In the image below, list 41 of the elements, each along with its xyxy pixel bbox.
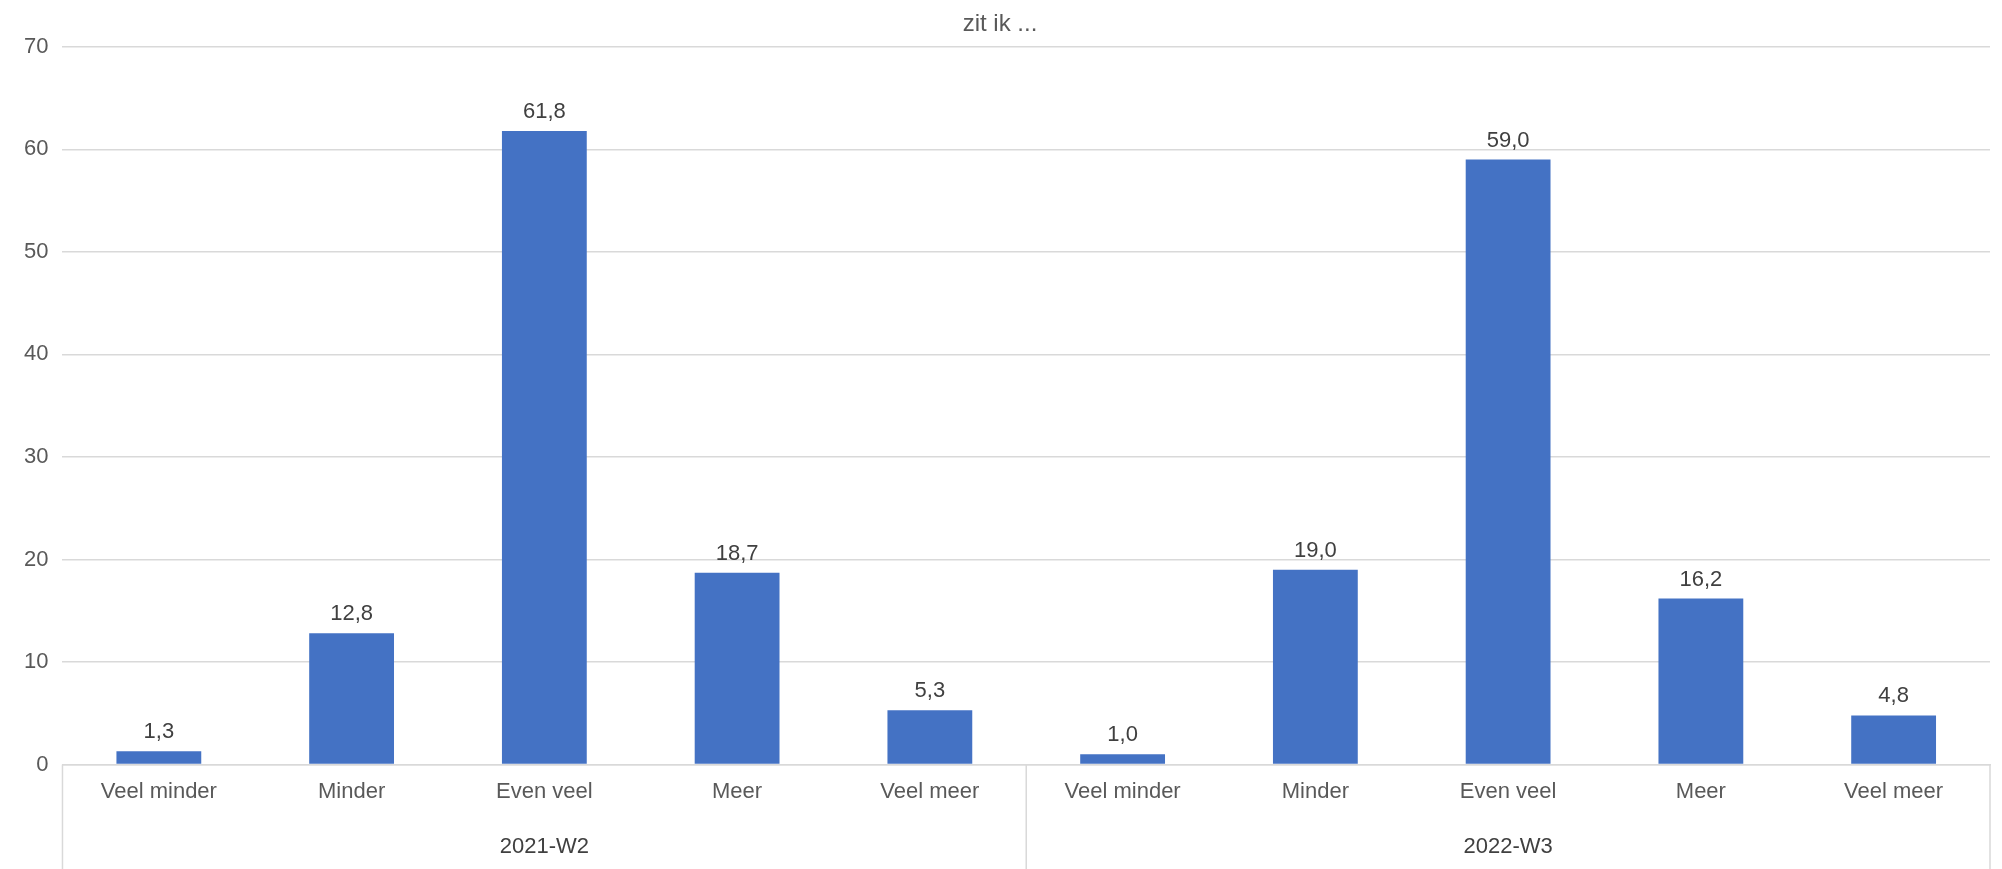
bar (1080, 754, 1166, 764)
x-tick-label: Meer (712, 777, 763, 803)
data-label: 5,3 (914, 677, 946, 703)
data-label: 18,7 (715, 539, 759, 565)
data-label: 1,0 (1107, 721, 1138, 747)
y-tick-label: 40 (23, 340, 49, 366)
bar (116, 751, 202, 764)
bar (309, 633, 395, 764)
x-tick-label: Veel minder (100, 777, 217, 803)
x-tick-label: Veel meer (880, 777, 980, 803)
data-label: 4,8 (1878, 682, 1909, 708)
bar (501, 130, 587, 764)
y-tick-label: 70 (23, 32, 49, 58)
y-tick-label: 0 (36, 750, 49, 776)
bar (1658, 598, 1744, 764)
x-tick-label: Minder (1281, 777, 1349, 803)
x-tick-label: Veel minder (1064, 777, 1181, 803)
x-tick-label: Minder (317, 777, 386, 803)
y-tick-label: 50 (23, 237, 49, 263)
bar (1851, 715, 1937, 764)
chart-title: zit ik ... (962, 9, 1038, 37)
x-tick-label: Even veel (496, 777, 593, 803)
data-label: 16,2 (1679, 565, 1723, 591)
data-label: 1,3 (143, 718, 175, 744)
bar (1272, 569, 1358, 764)
y-tick-label: 60 (23, 135, 49, 161)
bar (1465, 159, 1551, 764)
data-label: 59,0 (1486, 126, 1530, 152)
y-tick-label: 10 (23, 648, 49, 674)
text: 2022-W3 (1463, 833, 1553, 859)
x-tick-label: Meer (1675, 777, 1726, 803)
y-tick-label: 20 (23, 545, 49, 571)
data-label: 12,8 (330, 600, 374, 626)
bar (694, 572, 780, 764)
x-tick-label: Even veel (1459, 777, 1557, 803)
data-label: 19,0 (1293, 536, 1337, 562)
y-tick-label: 30 (23, 443, 49, 469)
text: 2021-W2 (499, 833, 589, 859)
bar (887, 710, 973, 764)
x-tick-label: Veel meer (1844, 777, 1944, 803)
data-label: 61,8 (522, 97, 566, 123)
